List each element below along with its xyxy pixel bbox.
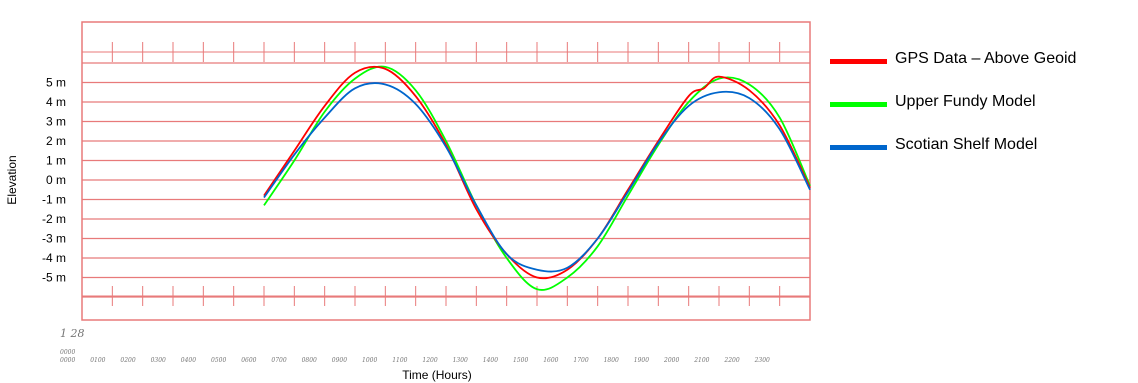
series-line-gps-data-above-geoid bbox=[263, 65, 811, 280]
legend-label-scotian-shelf: Scotian Shelf Model bbox=[895, 136, 1038, 153]
x-tick-label: 1200 bbox=[422, 357, 437, 364]
y-tick-labels: 5 m 4 m 3 m 2 m 1 m 0 m -1 m -2 m -3 m -4 m -5 m bbox=[42, 76, 66, 285]
y-tick-label: -3 m bbox=[42, 232, 66, 246]
series-lines bbox=[263, 65, 811, 291]
y-tick-label: -2 m bbox=[42, 212, 66, 226]
y-tick-label: 4 m bbox=[46, 95, 66, 109]
y-tick-label: 0 m bbox=[46, 173, 66, 187]
legend-item-gps: GPS Data – Above Geoid bbox=[830, 50, 1130, 70]
legend-label-upper-fundy: Upper Fundy Model bbox=[895, 93, 1036, 110]
date-label: 1 28 bbox=[60, 327, 85, 340]
legend-item-scotian-shelf: Scotian Shelf Model bbox=[830, 136, 1130, 156]
x-tick-label: 0200 bbox=[120, 357, 135, 364]
x-tick-labels: 0000 0100 0200 0300 0400 0500 0600 0700 0800 0900… bbox=[60, 357, 770, 364]
y-tick-label: 2 m bbox=[46, 134, 66, 148]
plot-frame bbox=[81, 21, 811, 321]
series-line-upper-fundy-model bbox=[263, 65, 811, 291]
x-tick-label: 2000 bbox=[663, 357, 679, 364]
x-tick-label: 1900 bbox=[634, 357, 649, 364]
y-tick-label: 5 m bbox=[46, 76, 66, 90]
y-tick-label: -1 m bbox=[42, 193, 66, 207]
x-tick-label: 2200 bbox=[723, 357, 739, 364]
legend-swatch-upper-fundy bbox=[830, 102, 887, 107]
y-tick-label: 1 m bbox=[46, 154, 66, 168]
x-axis-label: Time (Hours) bbox=[402, 368, 472, 382]
x-tick-label: 1000 bbox=[362, 357, 377, 364]
legend-label-gps: GPS Data – Above Geoid bbox=[895, 50, 1077, 67]
x-tick-label: 0700 bbox=[271, 357, 286, 364]
x-tick-label: 0500 bbox=[211, 357, 226, 364]
x-tick-label: 1100 bbox=[392, 357, 407, 364]
x-tick-label: 0100 bbox=[90, 357, 105, 364]
x-tick-label: 1800 bbox=[604, 357, 619, 364]
y-axis-label: Elevation bbox=[5, 155, 19, 204]
x-tick-label: 1600 bbox=[543, 357, 558, 364]
x-tick-label: 0300 bbox=[151, 357, 166, 364]
x-tick-label: 0600 bbox=[241, 357, 256, 364]
x-tick-label: 2100 bbox=[693, 357, 709, 364]
legend-item-upper-fundy: Upper Fundy Model bbox=[830, 93, 1130, 113]
x-tick-label: 0800 bbox=[302, 357, 317, 364]
x-tick-label: 1700 bbox=[573, 357, 588, 364]
x-tick-label: 0000 bbox=[60, 357, 75, 364]
vertical-tick-marks bbox=[81, 42, 811, 306]
series-line-scotian-shelf-model bbox=[263, 82, 811, 273]
x-tick-label: 1500 bbox=[513, 357, 528, 364]
y-tick-label: 3 m bbox=[46, 115, 66, 129]
date-label-2: 0000 bbox=[60, 349, 75, 356]
x-tick-label: 0400 bbox=[181, 357, 196, 364]
y-tick-label: -5 m bbox=[42, 271, 66, 285]
x-tick-label: 1300 bbox=[453, 357, 468, 364]
y-tick-label: -4 m bbox=[42, 251, 66, 265]
legend-swatch-scotian-shelf bbox=[830, 145, 887, 150]
legend-swatch-gps bbox=[830, 59, 887, 64]
x-tick-label: 1400 bbox=[483, 357, 498, 364]
x-tick-label: 2300 bbox=[754, 357, 770, 364]
x-tick-label: 0900 bbox=[332, 357, 347, 364]
